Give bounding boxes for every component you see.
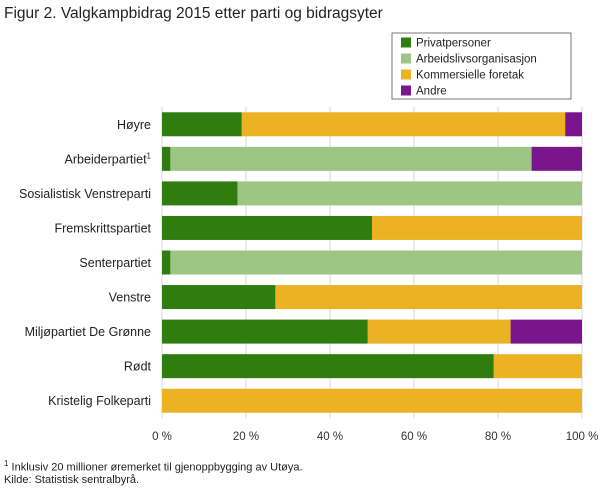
legend-swatch — [401, 53, 411, 64]
bar-segment — [162, 319, 368, 344]
legend-swatch — [401, 37, 411, 48]
bar-segment — [170, 250, 582, 275]
x-tick-label: 0 % — [152, 431, 172, 443]
x-tick-label: 80 % — [485, 431, 511, 443]
bar-segment — [493, 354, 582, 379]
category-label: Fremskrittspartiet — [54, 221, 151, 235]
legend-label: Arbeidslivsorganisasjon — [416, 54, 537, 66]
x-tick-label: 20 % — [233, 431, 259, 443]
legend-swatch — [401, 69, 411, 80]
category-labels: Høyre Arbeiderpartiet1 Sosialistisk Venstr… — [19, 118, 152, 408]
bar-segment — [162, 285, 276, 310]
legend-box — [391, 32, 572, 100]
category-label: Arbeiderpartiet1 — [65, 151, 152, 166]
bar-segment — [510, 319, 582, 344]
bar-segment — [241, 112, 566, 137]
bar-segment — [367, 319, 511, 344]
chart-title: Figur 2. Valgkampbidrag 2015 etter parti… — [4, 5, 383, 22]
bar-segment — [531, 146, 582, 171]
legend-label: Andre — [416, 86, 447, 98]
bar-segment — [372, 215, 582, 240]
footnote-source: Kilde: Statistisk sentralbyrå. — [4, 474, 140, 486]
bar-segment — [162, 215, 372, 240]
bar-segment — [565, 112, 582, 137]
bar-segment — [162, 181, 238, 206]
category-label-sup: 1 — [147, 151, 152, 160]
bar-segment — [170, 146, 532, 171]
x-tick-labels: 0 % 20 % 40 % 60 % 80 % 100 % — [152, 431, 598, 443]
bar-segment — [162, 250, 171, 275]
category-label: Senterpartiet — [79, 256, 151, 270]
footnote-note: 1 Inklusiv 20 millioner øremerket til gj… — [4, 459, 303, 474]
category-label: Venstre — [109, 291, 151, 305]
category-label: Miljøpartiet De Grønne — [25, 325, 151, 339]
footnote-text: Inklusiv 20 millioner øremerket til gjen… — [11, 461, 303, 474]
category-label: Rødt — [124, 360, 152, 374]
bar-segment — [162, 112, 242, 137]
footnote-sup: 1 — [4, 459, 9, 468]
x-tick-label: 60 % — [401, 431, 427, 443]
category-label: Høyre — [117, 118, 151, 132]
legend-label: Kommersielle foretak — [416, 70, 524, 82]
bar-segment — [162, 388, 582, 413]
legend-label: Privatpersoner — [416, 38, 491, 50]
bars — [162, 112, 582, 413]
bar-segment — [162, 354, 494, 379]
bar-segment — [275, 285, 582, 310]
category-label: Kristelig Folkeparti — [48, 394, 151, 408]
x-tick-label: 40 % — [317, 431, 343, 443]
category-label: Sosialistisk Venstreparti — [19, 187, 151, 201]
legend-swatch — [401, 85, 411, 96]
legend: Privatpersoner Arbeidslivsorganisasjon Kom… — [391, 32, 572, 100]
bar-segment — [162, 146, 171, 171]
x-tick-label: 100 % — [566, 431, 599, 443]
bar-segment — [237, 181, 582, 206]
